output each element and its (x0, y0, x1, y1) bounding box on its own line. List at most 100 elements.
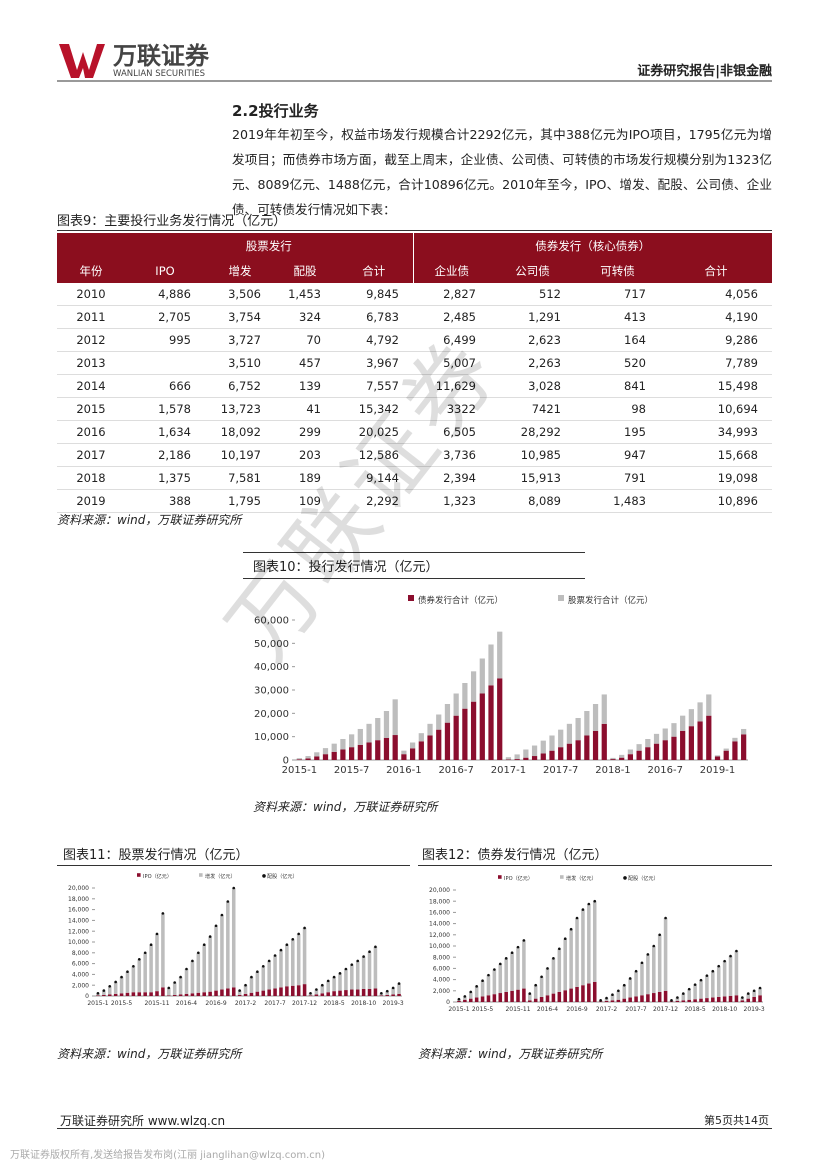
dot (622, 983, 626, 987)
table-cell: 3,510 (205, 351, 275, 375)
y-tick-label: 60,000 (254, 616, 289, 627)
bar (510, 952, 514, 991)
bar (237, 990, 242, 995)
x-tick-label: 2015-7 (334, 765, 369, 776)
bar (125, 992, 130, 996)
y-tick-label: 8,000 (433, 954, 450, 961)
bar (427, 723, 433, 736)
table-cell: 189 (275, 466, 335, 490)
bar (636, 750, 642, 760)
table-cell: 109 (275, 489, 335, 513)
bar (338, 973, 342, 991)
bar (468, 998, 473, 1002)
dot (593, 899, 597, 903)
dot (634, 969, 638, 973)
column-header: 公司债 (490, 258, 575, 283)
table-cell: 2012 (57, 328, 125, 352)
table-row: 2017 2,186 10,197 203 12,586 3,736 10,985 947 15… (57, 443, 772, 467)
bar (657, 934, 662, 992)
dot (380, 992, 383, 995)
bar (551, 993, 556, 1002)
chart-source: 资料来源：wind，万联证券研究所 (418, 1047, 603, 1061)
table-cell: 1,483 (575, 489, 660, 513)
chart-title: 图表12：债券发行情况（亿元） (418, 842, 772, 866)
table-cell: 2015 (57, 397, 125, 421)
dot (758, 986, 762, 990)
dot (173, 981, 177, 984)
x-tick-label: 2016-1 (386, 765, 421, 776)
bar (646, 994, 650, 1002)
footer-left: 万联证券研究所 www.wlzq.cn (60, 1114, 226, 1128)
bar (557, 948, 562, 992)
bar (746, 998, 751, 1002)
bar (523, 757, 529, 760)
table-cell: 10,197 (205, 443, 275, 467)
table-cell: 164 (575, 328, 660, 352)
bar (338, 990, 342, 996)
bar (196, 952, 201, 993)
table-cell: 8,089 (490, 489, 575, 513)
bar (598, 1001, 603, 1002)
bar (706, 694, 712, 716)
bar (314, 752, 320, 757)
table-cell: 13,723 (205, 397, 275, 421)
bar (669, 1001, 674, 1002)
bar (296, 985, 301, 996)
dot (303, 926, 306, 930)
table-cell: 3,727 (205, 328, 275, 352)
table-cell: 717 (575, 283, 660, 306)
y-tick-label: 30,000 (254, 686, 289, 697)
table-row: 2018 1,375 7,581 189 9,144 2,394 15,913 791 19,0… (57, 466, 772, 490)
table-source: 资料来源：wind，万联证券研究所 (57, 513, 242, 527)
bar (436, 729, 442, 760)
bar (249, 977, 254, 993)
dot (563, 937, 567, 941)
y-tick-label: 10,000 (429, 943, 450, 950)
dot (256, 970, 259, 973)
bar (479, 658, 485, 694)
bar (497, 678, 503, 760)
bar (344, 969, 348, 991)
y-tick-label: 0 (283, 756, 289, 767)
bar (592, 901, 597, 982)
dot (374, 945, 377, 949)
bar (540, 740, 546, 754)
bar (119, 993, 124, 996)
bar (646, 954, 650, 995)
bar (231, 888, 236, 988)
legend-swatch (199, 873, 203, 877)
bar (711, 971, 715, 998)
bar (350, 964, 354, 990)
table-cell: 2,292 (335, 489, 413, 513)
y-tick-label: 0 (446, 999, 450, 1006)
bar (498, 963, 503, 994)
y-tick-label: 4,000 (433, 977, 450, 984)
x-tick-label: 2018-1 (595, 765, 630, 776)
dot (285, 943, 289, 946)
table-cell: 791 (575, 466, 660, 490)
dot (202, 943, 206, 946)
bar (575, 918, 579, 987)
bar (510, 990, 514, 1002)
dot (232, 886, 236, 890)
y-tick-label: 10,000 (254, 732, 289, 743)
y-tick-label: 16,000 (68, 907, 89, 914)
header-row: 股票发行 债券发行（核心债券） (57, 233, 772, 258)
table-cell: 2019 (57, 489, 125, 513)
bar (468, 991, 473, 999)
dot (208, 935, 212, 938)
bar (657, 991, 662, 1002)
table-cell: 2,186 (125, 443, 205, 467)
table-cell: 666 (125, 374, 205, 398)
bar (167, 995, 171, 996)
bar (143, 952, 147, 993)
bar (305, 756, 311, 759)
bar (231, 987, 236, 996)
table-cell: 10,896 (660, 489, 772, 513)
bar (671, 723, 677, 737)
bar (208, 991, 212, 996)
bar (96, 995, 100, 996)
bar (688, 709, 694, 727)
dot (161, 912, 165, 915)
table-cell: 9,845 (335, 283, 413, 306)
